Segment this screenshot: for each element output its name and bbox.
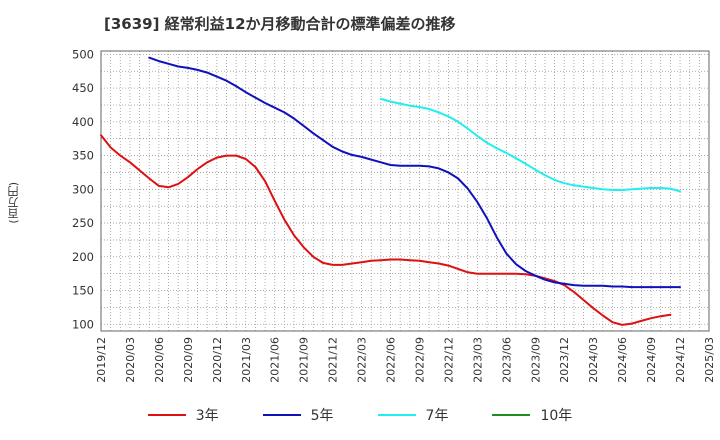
x-tick-label: 2024/09 [645, 337, 658, 383]
x-tick-label: 2019/12 [95, 337, 108, 383]
series-line [379, 97, 681, 193]
x-tick-label: 2024/06 [616, 337, 629, 383]
y-tick-label: 100 [72, 317, 94, 331]
chart-title: [3639] 経常利益12か月移動合計の標準偏差の推移 [104, 15, 456, 33]
y-tick-label: 400 [72, 115, 94, 129]
legend-label: 10年 [540, 408, 573, 424]
y-tick-label: 350 [72, 149, 94, 163]
legend-swatch [492, 414, 531, 416]
x-tick-label: 2025/03 [703, 337, 716, 383]
legend-swatch [147, 414, 186, 416]
x-tick-label: 2022/12 [442, 337, 455, 383]
x-tick-label: 2020/12 [211, 337, 224, 383]
y-tick-label: 250 [72, 216, 94, 230]
legend-item: 10年 [492, 405, 572, 425]
x-tick-label: 2021/12 [327, 337, 340, 383]
x-tick-label: 2023/12 [558, 337, 571, 383]
legend-swatch [377, 414, 416, 416]
x-tick-label: 2020/03 [124, 337, 137, 383]
legend-label: 7年 [425, 408, 449, 424]
chart-legend: 3年 5年 7年 10年 [0, 400, 720, 430]
plot-border [100, 50, 710, 332]
legend-label: 5年 [310, 408, 334, 424]
y-tick-label: 500 [72, 47, 94, 61]
series-line [148, 56, 681, 289]
x-tick-label: 2020/06 [153, 337, 166, 383]
legend-swatch [262, 414, 301, 416]
x-tick-label: 2023/09 [529, 337, 542, 383]
x-tick-label: 2022/03 [356, 337, 369, 383]
x-tick-label: 2022/06 [385, 337, 398, 383]
x-tick-label: 2021/06 [269, 337, 282, 383]
y-tick-label: 450 [72, 81, 94, 95]
x-tick-label: 2021/03 [240, 337, 253, 383]
x-tick-label: 2024/03 [587, 337, 600, 383]
x-tick-label: 2020/09 [182, 337, 195, 383]
legend-item: 7年 [377, 405, 449, 425]
y-tick-label: 300 [72, 182, 94, 196]
y-tick-label: 150 [72, 284, 94, 298]
x-tick-label: 2022/09 [413, 337, 426, 383]
plot-area [101, 51, 709, 331]
x-tick-label: 2024/12 [674, 337, 687, 383]
legend-item: 5年 [262, 405, 334, 425]
x-tick-label: 2023/06 [500, 337, 513, 383]
x-tick-label: 2023/03 [471, 337, 484, 383]
series-line [100, 134, 672, 326]
legend-item: 3年 [147, 405, 219, 425]
x-tick-label: 2021/09 [298, 337, 311, 383]
y-tick-label: 200 [72, 250, 94, 264]
legend-label: 3年 [195, 408, 219, 424]
